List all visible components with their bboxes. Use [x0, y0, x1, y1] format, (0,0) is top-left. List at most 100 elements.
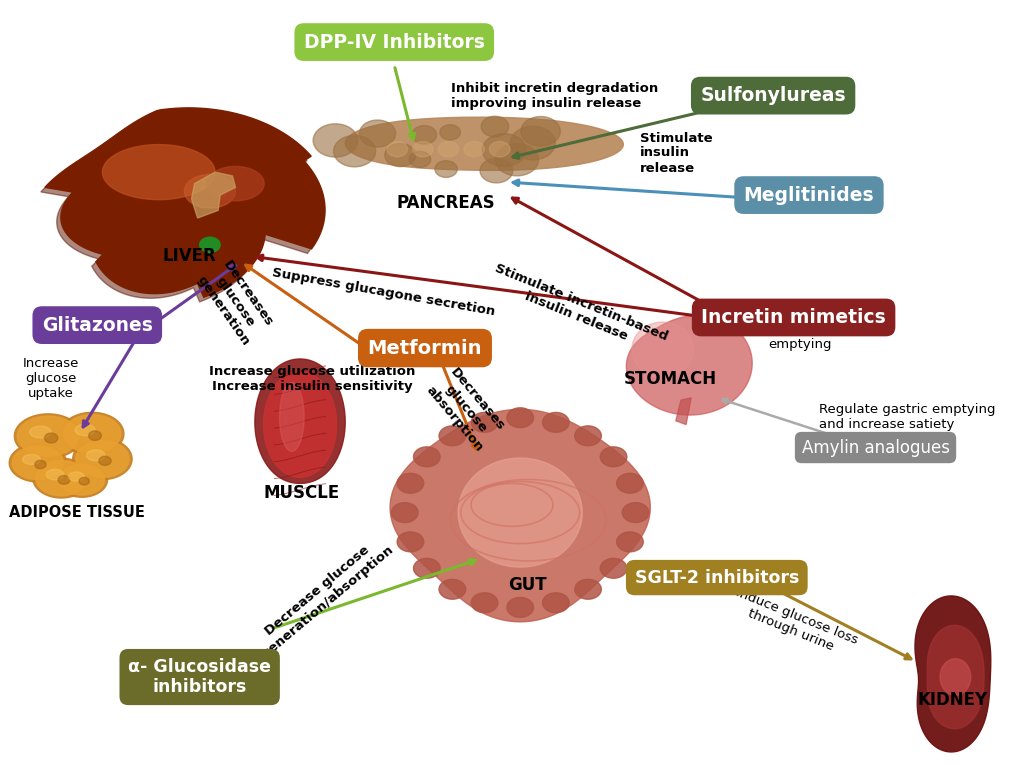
Polygon shape [41, 112, 321, 302]
Polygon shape [184, 174, 236, 208]
Text: Decrease glucose
generation/absorption: Decrease glucose generation/absorption [249, 532, 396, 662]
Polygon shape [263, 372, 337, 477]
Polygon shape [627, 315, 753, 415]
Polygon shape [33, 458, 90, 498]
Circle shape [482, 134, 526, 167]
Circle shape [412, 125, 436, 144]
Circle shape [385, 144, 416, 167]
Polygon shape [46, 470, 63, 480]
Text: Induce glucose loss
through urine: Induce glucose loss through urine [728, 586, 859, 661]
Circle shape [438, 142, 459, 157]
Text: Decreases
glucose
generation: Decreases glucose generation [195, 256, 276, 348]
Text: KIDNEY: KIDNEY [918, 691, 987, 709]
Circle shape [481, 116, 509, 137]
Text: Regulate gastric emptying
and increase satiety: Regulate gastric emptying and increase s… [819, 403, 995, 431]
Text: Amylin analogues: Amylin analogues [802, 438, 949, 457]
Polygon shape [676, 398, 691, 425]
Circle shape [507, 408, 534, 428]
Polygon shape [73, 438, 132, 480]
Polygon shape [14, 414, 82, 458]
Text: Inhibit incretin degradation
improving insulin release: Inhibit incretin degradation improving i… [451, 82, 657, 109]
Text: LIVER: LIVER [163, 247, 216, 265]
Circle shape [464, 142, 484, 157]
Circle shape [439, 426, 466, 446]
Polygon shape [60, 412, 124, 455]
Circle shape [334, 135, 376, 167]
Polygon shape [102, 145, 215, 200]
Circle shape [510, 126, 555, 160]
Polygon shape [23, 454, 41, 464]
Polygon shape [69, 472, 84, 481]
Polygon shape [17, 416, 79, 456]
Circle shape [359, 120, 395, 147]
Circle shape [616, 532, 643, 552]
Polygon shape [915, 596, 991, 752]
Text: Stimulate
insulin
release: Stimulate insulin release [640, 132, 713, 174]
Polygon shape [928, 625, 984, 729]
Circle shape [435, 161, 458, 177]
Polygon shape [59, 464, 104, 495]
Polygon shape [86, 450, 105, 461]
Circle shape [496, 144, 539, 176]
Circle shape [397, 474, 424, 493]
Text: Incretin mimetics: Incretin mimetics [701, 308, 886, 327]
Circle shape [471, 412, 498, 432]
Circle shape [35, 461, 46, 469]
Circle shape [623, 503, 649, 522]
Text: Stimulate incretin-based
insulin release: Stimulate incretin-based insulin release [487, 262, 670, 357]
Polygon shape [75, 425, 95, 435]
Polygon shape [255, 359, 345, 483]
Polygon shape [63, 415, 121, 453]
Circle shape [387, 142, 408, 157]
Text: DPP-IV Inhibitors: DPP-IV Inhibitors [304, 33, 484, 51]
Text: Increase glucose utilization
Increase insulin sensitivity: Increase glucose utilization Increase in… [209, 365, 416, 392]
Circle shape [600, 447, 627, 467]
Circle shape [313, 124, 357, 157]
Circle shape [413, 142, 433, 157]
Circle shape [543, 593, 569, 613]
Polygon shape [191, 172, 236, 218]
Circle shape [489, 142, 510, 157]
Circle shape [397, 532, 424, 552]
Circle shape [414, 447, 440, 467]
Text: Meglitinides: Meglitinides [743, 186, 874, 204]
Circle shape [521, 116, 560, 146]
Text: STOMACH: STOMACH [625, 369, 717, 388]
Polygon shape [76, 441, 129, 477]
Text: α- Glucosidase
inhibitors: α- Glucosidase inhibitors [128, 658, 271, 696]
Circle shape [391, 503, 418, 522]
Circle shape [45, 433, 57, 443]
Polygon shape [280, 382, 304, 451]
Circle shape [439, 579, 466, 599]
Polygon shape [12, 446, 63, 480]
Polygon shape [458, 458, 583, 567]
Text: Suppress glucagone secretion: Suppress glucagone secretion [271, 266, 497, 318]
Circle shape [471, 593, 498, 613]
Circle shape [414, 558, 440, 578]
Text: Metformin: Metformin [368, 339, 482, 357]
Polygon shape [632, 322, 693, 377]
Circle shape [58, 476, 70, 484]
Circle shape [410, 151, 431, 168]
Polygon shape [30, 426, 51, 438]
Text: Sulfonylureas: Sulfonylureas [700, 86, 846, 105]
Circle shape [543, 412, 569, 432]
Circle shape [574, 426, 601, 446]
Polygon shape [345, 117, 624, 171]
Polygon shape [56, 462, 108, 497]
Polygon shape [390, 409, 650, 622]
Circle shape [480, 158, 513, 183]
Text: Decreases
glucose
absorption: Decreases glucose absorption [423, 364, 509, 454]
Circle shape [574, 579, 601, 599]
Circle shape [79, 477, 89, 485]
Polygon shape [207, 167, 264, 200]
Polygon shape [940, 659, 971, 695]
Circle shape [439, 125, 461, 140]
Text: MUSCLE: MUSCLE [264, 484, 340, 503]
Polygon shape [36, 461, 87, 496]
Polygon shape [45, 108, 325, 298]
Circle shape [99, 456, 112, 465]
Circle shape [507, 597, 534, 617]
Text: Slow gastric
emptying: Slow gastric emptying [768, 323, 849, 350]
Circle shape [89, 431, 101, 441]
